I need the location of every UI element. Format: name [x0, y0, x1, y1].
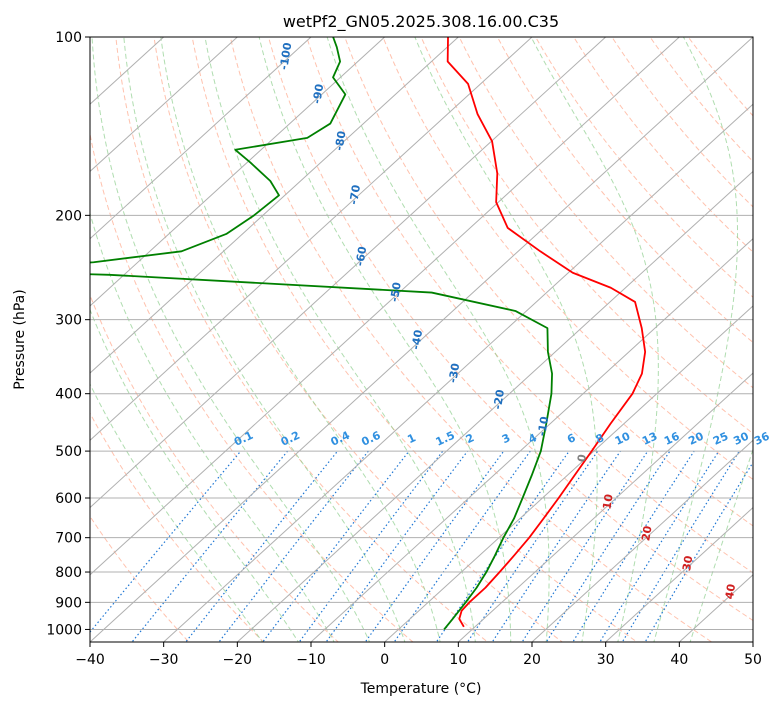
isotherm-grid-line — [236, 170, 753, 642]
isotherm-label: -100 — [277, 41, 294, 71]
isotherm-label: -30 — [446, 362, 462, 384]
isotherm-grid-line — [605, 506, 753, 642]
isotherm-grid-line — [752, 641, 753, 642]
y-tick-label: 200 — [55, 208, 82, 224]
isotherm-label: 0 — [575, 453, 589, 463]
isotherm-label: 40 — [723, 583, 738, 601]
x-tick-label: 50 — [744, 652, 762, 668]
isotherm-label: -60 — [353, 245, 369, 267]
isotherm-grid-line — [90, 37, 680, 576]
y-tick-label: 800 — [55, 565, 82, 581]
dewpoint-profile-line — [90, 37, 553, 631]
y-tick-label: 700 — [55, 531, 82, 547]
mixing-ratio-line — [491, 450, 621, 642]
chart-title: wetPf2_GN05.2025.308.16.00.C35 — [283, 12, 559, 32]
dry-adiabat-line — [420, 37, 753, 435]
mixing-ratio-line — [521, 450, 649, 642]
x-tick-label: 0 — [380, 652, 389, 668]
isotherm-grid-line — [90, 37, 607, 509]
mixing-ratio-label: 25 — [711, 430, 730, 448]
mixing-ratio-label: 16 — [662, 429, 682, 447]
x-tick-label: 40 — [670, 652, 688, 668]
isotherm-grid-line — [90, 37, 312, 240]
x-tick-label: 20 — [523, 652, 541, 668]
mixing-ratio-line — [599, 450, 720, 642]
mixing-ratio-line — [218, 450, 369, 642]
isotherm-label: -10 — [535, 415, 551, 437]
dry-adiabat-line — [115, 37, 489, 642]
x-tick-label: −10 — [296, 652, 326, 668]
isotherm-grid-line — [90, 37, 386, 307]
isotherm-grid-line — [90, 37, 753, 642]
isotherm-label: -40 — [409, 329, 425, 351]
isotherm-label: -50 — [388, 281, 404, 303]
x-tick-label: −40 — [75, 652, 105, 668]
isotherm-label: -90 — [310, 83, 326, 105]
x-tick-label: 10 — [449, 652, 467, 668]
x-tick-label: −30 — [149, 652, 179, 668]
y-axis-ticks: 1000 900 800 700 600 500 400 300 200 100 — [46, 30, 90, 638]
moist-adiabat-line — [91, 37, 371, 642]
dry-adiabat-line — [153, 37, 564, 642]
dry-adiabat-line — [573, 37, 753, 253]
dry-adiabats — [90, 37, 753, 642]
mixing-ratio-line — [545, 450, 671, 642]
x-axis-ticks: −40 −30 −20 −10 0 10 20 30 40 50 — [75, 642, 762, 668]
dry-adiabat-line — [344, 37, 753, 527]
dry-adiabat-line — [306, 37, 753, 574]
mixing-ratio-line — [572, 450, 695, 642]
isotherm-label: 20 — [639, 524, 654, 542]
mixing-ratio-line — [325, 450, 469, 642]
y-tick-label: 500 — [55, 444, 82, 460]
temperature-profile-line — [446, 37, 647, 628]
mixing-ratio-label: 36 — [752, 429, 772, 447]
plot-frame — [89, 36, 754, 643]
y-tick-label: 400 — [55, 387, 82, 403]
dry-adiabat-line — [535, 37, 753, 298]
mixing-ratio-line — [393, 450, 531, 642]
isotherm-grid-line — [457, 372, 753, 642]
grid-lines — [90, 37, 753, 642]
x-tick-label: −20 — [223, 652, 253, 668]
mixing-ratio-label: 13 — [640, 430, 659, 448]
isotherm-grid-line — [384, 305, 753, 642]
isotherm-grid-line — [90, 37, 459, 374]
y-tick-label: 1000 — [46, 622, 82, 638]
y-axis-label: Pressure (hPa) — [12, 289, 28, 389]
dry-adiabat-line — [229, 37, 713, 642]
isotherm-label: -80 — [333, 130, 349, 152]
isotherm-label: -70 — [347, 184, 363, 206]
isotherm-label: -20 — [491, 388, 507, 410]
isotherm-grid-line — [163, 103, 753, 642]
dry-adiabat-line — [382, 37, 753, 481]
isotherm-grid-line — [531, 439, 753, 642]
mixing-ratio-label: 10 — [613, 429, 633, 447]
mixing-ratio-line — [185, 450, 339, 642]
y-tick-label: 100 — [55, 30, 82, 46]
x-tick-label: 30 — [597, 652, 615, 668]
mixing-ratio-label: 30 — [731, 429, 751, 447]
dry-adiabat-line — [90, 131, 414, 642]
isotherm-label: 30 — [680, 554, 695, 572]
dry-adiabat-line — [90, 293, 339, 642]
isotherm-grid-line — [90, 37, 238, 173]
y-tick-label: 600 — [55, 491, 82, 507]
sounding-profiles — [90, 37, 647, 631]
dry-adiabat-line — [649, 37, 753, 163]
x-axis-label: Temperature (°C) — [360, 681, 482, 697]
mixing-ratio-label: 20 — [686, 429, 706, 447]
dry-adiabat-line — [191, 37, 638, 642]
isotherm-label: 10 — [600, 493, 615, 511]
y-tick-label: 300 — [55, 313, 82, 329]
y-tick-label: 900 — [55, 595, 82, 611]
isotherm-grid-line — [90, 37, 533, 442]
